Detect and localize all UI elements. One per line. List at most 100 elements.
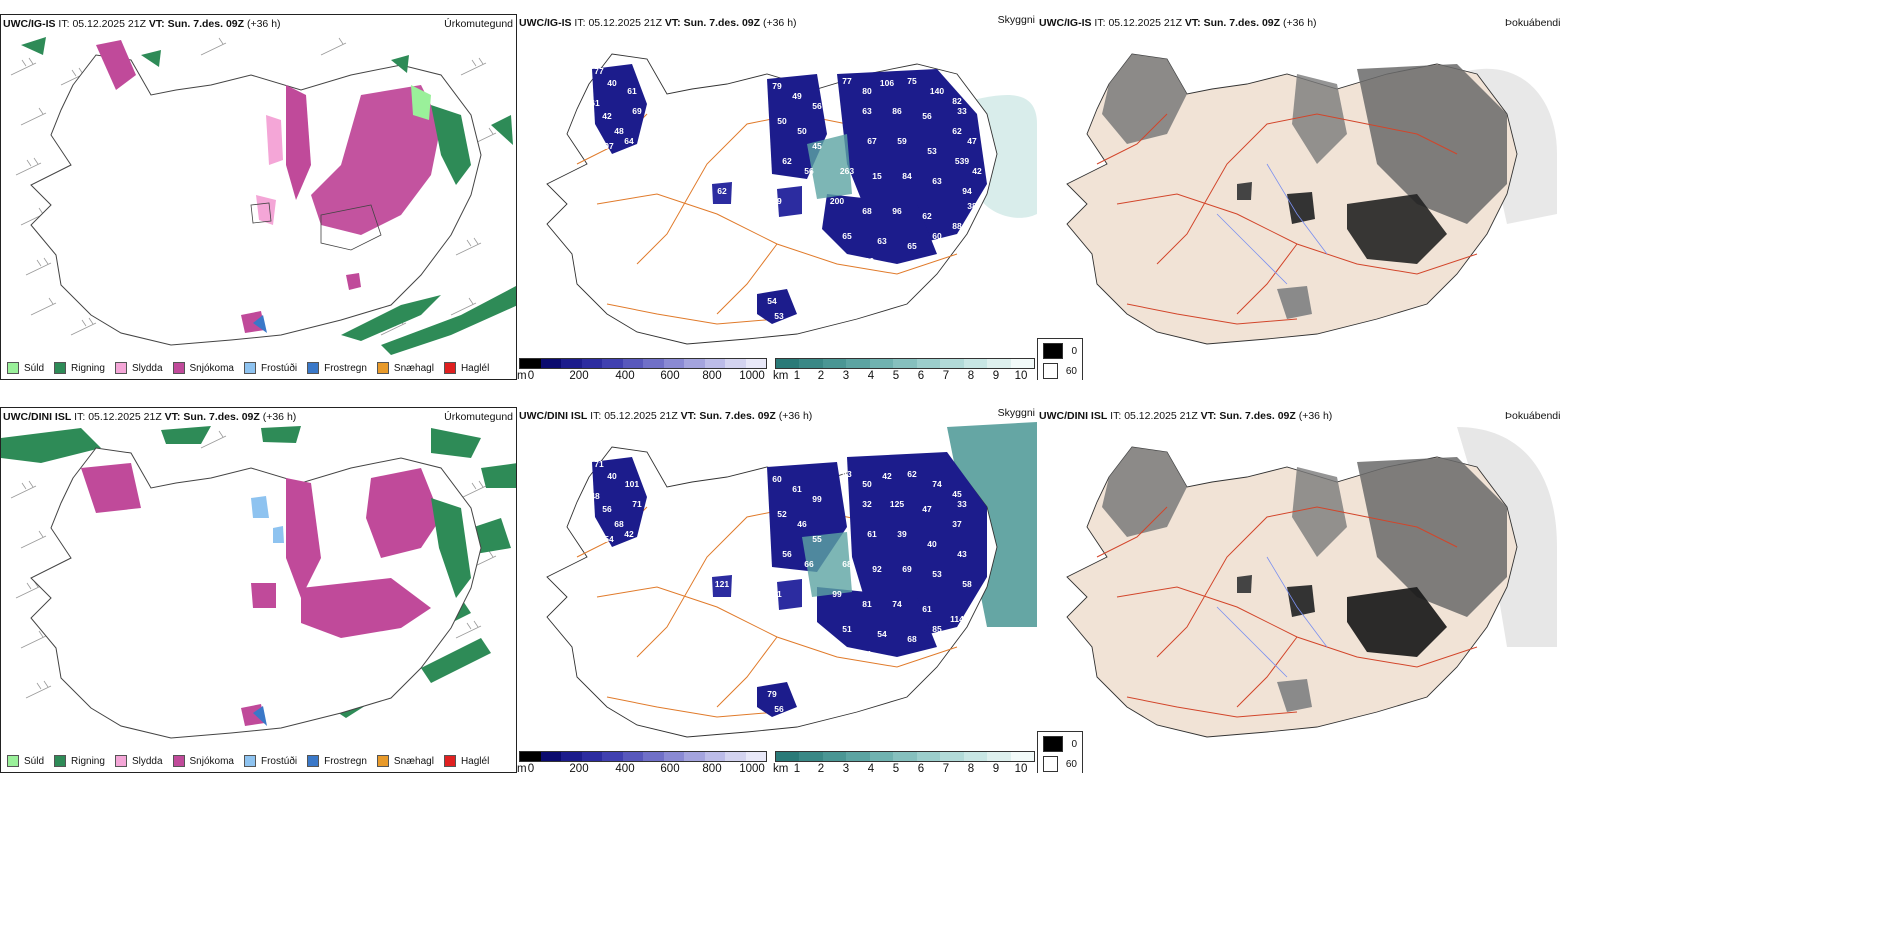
roads — [1096, 113, 1478, 325]
precip-map — [10, 37, 516, 355]
ceiling-value-label: 61 — [922, 604, 932, 614]
colorbar-unit: km — [773, 763, 789, 773]
colorbar-tick: 200 — [569, 370, 589, 380]
fog-legend-row: 60 — [1043, 756, 1077, 772]
ceiling-value-label: 68 — [614, 519, 624, 529]
ceiling-value-label: 45 — [952, 489, 962, 499]
legend-swatch — [443, 755, 456, 767]
ceiling-value-label: 62 — [717, 186, 727, 196]
ceiling-value-label: 56 — [774, 704, 784, 714]
ceiling-value-label: 61 — [590, 98, 600, 108]
ceiling-value-label: 88 — [952, 221, 962, 231]
wind-barbs — [10, 430, 497, 709]
legend-swatch — [54, 362, 67, 374]
colorbar-tick: 1000 — [739, 763, 765, 773]
colorbar-tick: 7 — [942, 763, 950, 773]
colorbar-tick: 1 — [793, 763, 801, 773]
colorbar-tick: 0 — [527, 370, 535, 380]
ceiling-values: 7740614248616964709779495650504562567780… — [590, 66, 982, 321]
colorbar-tick: 2 — [817, 370, 825, 380]
fog-panel-top: UWC/IG-IS IT: 05.12.2025 21Z VT: Sun. 7.… — [1037, 14, 1900, 380]
colorbar-tick: 10 — [1014, 370, 1028, 380]
ceiling-value-label: 55 — [812, 534, 822, 544]
ceiling-value-label: 50 — [862, 479, 872, 489]
legend-swatch — [114, 362, 127, 374]
ceiling-value-label: 50 — [942, 246, 952, 256]
ceiling-value-label: 47 — [967, 136, 977, 146]
ceiling-value-label: 47 — [922, 504, 932, 514]
ceiling-value-label: 37 — [952, 519, 962, 529]
ceiling-colorbar: m 0 200 400 600 800 1000 — [517, 358, 767, 380]
colorbar-tick: 400 — [615, 370, 635, 380]
fog-legend-swatch — [1043, 756, 1058, 772]
ceiling-value-label: 56 — [922, 111, 932, 121]
ceiling-value-label: 43 — [957, 549, 967, 559]
ceiling-value-label: 48 — [614, 126, 624, 136]
legend-item: Haglél — [443, 755, 489, 767]
colorbar-tick: 800 — [702, 370, 722, 380]
ceiling-value-label: 81 — [862, 599, 872, 609]
colorbar-tick: 3 — [842, 763, 850, 773]
ceiling-value-label: 50 — [777, 116, 787, 126]
ceiling-value-label: 54 — [767, 296, 777, 306]
ceiling-value-label: 125 — [890, 499, 904, 509]
legend-item: Súld — [7, 755, 44, 767]
glacier-outline — [320, 204, 382, 251]
ceiling-value-label: 79 — [772, 196, 782, 206]
panel-title: UWC/DINI ISL IT: 05.12.2025 21Z VT: Sun.… — [3, 411, 297, 423]
ceiling-value-label: 56 — [782, 549, 792, 559]
legend-swatch — [307, 362, 320, 374]
colorbar-unit: m — [517, 763, 527, 773]
ceiling-value-label: 74 — [892, 599, 902, 609]
ceiling-value-label: 61 — [792, 484, 802, 494]
legend-item: Slydda — [114, 755, 163, 767]
ceiling-value-label: 60 — [932, 231, 942, 241]
colorbar-unit: km — [773, 370, 789, 380]
ceiling-value-label: 54 — [877, 629, 887, 639]
ceiling-value-label: 77 — [594, 66, 604, 76]
ceiling-value-label: 40 — [927, 539, 937, 549]
precip-legend: Súld Rigning Slydda Snjókoma Frostúði Fr… — [7, 755, 499, 767]
legend-swatch — [376, 362, 389, 374]
ceiling-value-label: 97 — [604, 141, 614, 151]
ceiling-value-label: 62 — [907, 469, 917, 479]
ceiling-value-label: 71 — [594, 459, 604, 469]
colorbar-tick: 5 — [892, 763, 900, 773]
rivers — [1216, 163, 1328, 285]
precip-map — [1, 426, 516, 739]
panel-title: UWC/IG-IS IT: 05.12.2025 21Z VT: Sun. 7.… — [1039, 17, 1317, 29]
fog-shading — [1102, 54, 1507, 319]
panel-title: UWC/DINI ISL IT: 05.12.2025 21Z VT: Sun.… — [519, 410, 813, 422]
ceiling-value-label: 69 — [632, 106, 642, 116]
colorbar-tick: 600 — [660, 763, 680, 773]
ceiling-value-label: 60 — [772, 474, 782, 484]
fog-legend-swatch — [1043, 343, 1064, 359]
legend-item: Rigning — [54, 755, 105, 767]
colorbar-tick: 6 — [917, 370, 925, 380]
legend-item: Slydda — [114, 362, 163, 374]
legend-item: Frostregn — [307, 755, 367, 767]
legend-item: Frostúði — [243, 362, 297, 374]
ceiling-value-label: 56 — [804, 166, 814, 176]
ceiling-value-label: 20 — [742, 599, 752, 609]
ceiling-value-label: 59 — [897, 136, 907, 146]
ceiling-value-label: 33 — [957, 106, 967, 116]
fog-map — [1066, 427, 1557, 738]
ceiling-value-label: 190 — [860, 256, 874, 266]
visibility-colorbar-cells — [775, 358, 1035, 369]
legend-swatch — [7, 362, 19, 374]
ceiling-value-label: 33 — [957, 499, 967, 509]
ceiling-colorbar-labels: m 0 200 400 600 800 1000 — [517, 762, 767, 773]
ceiling-value-label: 79 — [767, 689, 777, 699]
ceiling-value-label: 70 — [617, 151, 627, 161]
legend-swatch — [172, 755, 185, 767]
rivers — [1216, 556, 1328, 678]
colorbar-tick: 6 — [917, 763, 925, 773]
ceiling-value-label: 74 — [932, 479, 942, 489]
colorbar-unit: m — [517, 370, 527, 380]
ceiling-value-label: 40 — [607, 78, 617, 88]
panel-type-label: Úrkomutegund — [444, 18, 513, 30]
cloud-panel-top: UWC/IG-IS IT: 05.12.2025 21Z VT: Sun. 7.… — [517, 14, 1037, 380]
fog-legend: 0 60 — [1037, 338, 1083, 380]
legend-item: Haglél — [443, 362, 489, 374]
